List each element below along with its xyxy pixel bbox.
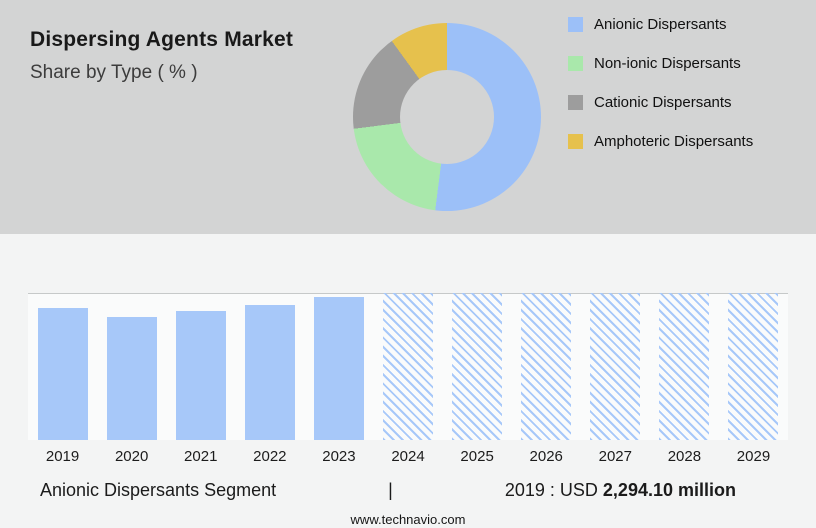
bar-2021 — [175, 311, 226, 440]
bar-column-2023 — [304, 294, 373, 440]
bar-column-2025 — [443, 293, 512, 440]
x-label-2029: 2029 — [736, 448, 771, 465]
legend-item-2: Cationic Dispersants — [568, 94, 753, 111]
legend-swatch-icon — [568, 17, 583, 32]
bar-column-2022 — [235, 294, 304, 440]
page-subtitle: Share by Type ( % ) — [30, 62, 198, 83]
donut-hole — [400, 70, 494, 164]
legend-swatch-icon — [568, 56, 583, 71]
forecast-bar-2028 — [659, 293, 710, 440]
forecast-bar-2027 — [590, 293, 641, 440]
x-label-2019: 2019 — [45, 448, 80, 465]
x-label-2021: 2021 — [184, 448, 218, 465]
segment-label: Anionic Dispersants Segment — [40, 480, 277, 500]
bar-column-2026 — [512, 293, 581, 440]
legend-item-3: Amphoteric Dispersants — [568, 133, 753, 150]
forecast-bar-2024 — [383, 293, 434, 440]
x-axis-labels: 2019 2020 2021 2022 2023 2024 2025 2026 2027 2028… — [28, 448, 788, 465]
forecast-bar-2025 — [452, 293, 503, 440]
bar-column-2027 — [581, 293, 650, 440]
legend-item-0: Anionic Dispersants — [568, 16, 753, 33]
legend: Anionic Dispersants Non-ionic Dispersants… — [568, 16, 753, 150]
legend-label: Non-ionic Dispersants — [594, 55, 741, 72]
x-label-2023: 2023 — [322, 448, 356, 465]
x-label-2026: 2026 — [529, 448, 563, 465]
forecast-bar-2029 — [728, 293, 779, 440]
footer-value: 2019 : USD 2,294.10 million — [505, 480, 736, 501]
bar-2023 — [313, 297, 364, 440]
bottom-panel: 2019 2020 2021 2022 2023 2024 2025 2026 2027 2028… — [0, 234, 816, 528]
x-label-2027: 2027 — [598, 448, 632, 465]
bar-2020 — [106, 317, 157, 440]
bar-column-2019 — [28, 294, 97, 440]
legend-label: Anionic Dispersants — [594, 16, 727, 33]
x-label-2020: 2020 — [114, 448, 149, 465]
bar-column-2021 — [166, 294, 235, 440]
forecast-bar-2026 — [521, 293, 572, 440]
bar-column-2024 — [373, 293, 442, 440]
x-label-2022: 2022 — [253, 448, 287, 465]
legend-swatch-icon — [568, 95, 583, 110]
top-panel: Dispersing Agents Market Share by Type (… — [0, 0, 816, 234]
x-label-2025: 2025 — [460, 448, 494, 465]
bar-column-2028 — [650, 293, 719, 440]
website-url: www.technavio.com — [350, 512, 466, 527]
legend-item-1: Non-ionic Dispersants — [568, 55, 753, 72]
page-title: Dispersing Agents Market — [30, 28, 294, 51]
legend-swatch-icon — [568, 134, 583, 149]
x-label-2028: 2028 — [667, 448, 702, 465]
value-prefix: 2019 : USD — [504, 480, 598, 500]
legend-label: Amphoteric Dispersants — [594, 133, 754, 150]
bar-2019 — [37, 308, 88, 440]
title-block: Dispersing Agents Market Share by Type (… — [30, 28, 293, 84]
bar-2022 — [244, 305, 295, 440]
bar-plot — [28, 293, 788, 440]
x-label-2024: 2024 — [391, 448, 425, 465]
legend-label: Cationic Dispersants — [594, 94, 732, 111]
bar-column-2029 — [719, 293, 788, 440]
footer: Anionic Dispersants Segment | 2019 : USD… — [40, 480, 736, 501]
bar-column-2020 — [97, 294, 166, 440]
value-bold: 2,294.10 million — [602, 480, 736, 500]
donut-chart — [353, 23, 541, 211]
footer-divider: | — [388, 480, 393, 500]
